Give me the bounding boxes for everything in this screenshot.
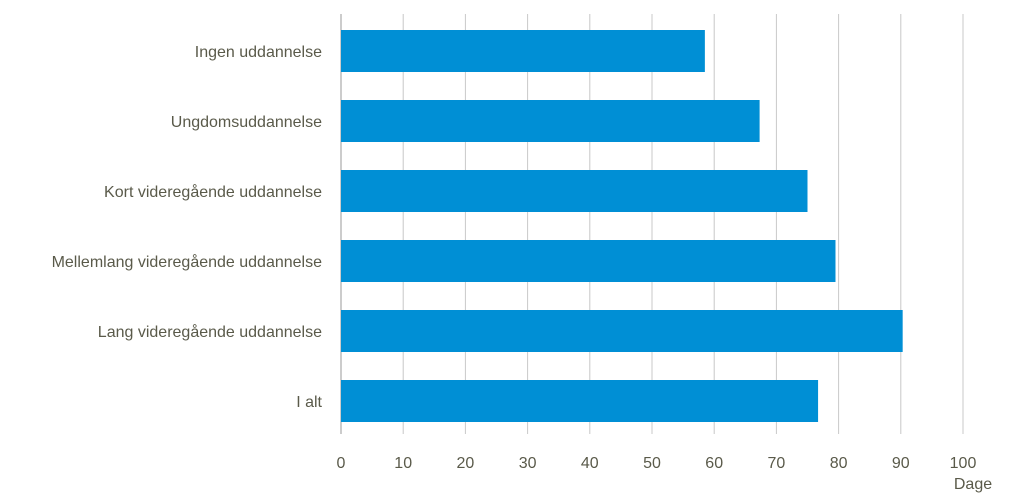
x-tick-label: 80 bbox=[830, 455, 848, 472]
x-tick-labels: 0 10 20 30 40 50 60 70 80 90 100 bbox=[337, 455, 977, 472]
x-tick-label: 30 bbox=[519, 455, 537, 472]
x-tick-label: 10 bbox=[394, 455, 412, 472]
x-axis-unit-label: Dage bbox=[954, 476, 992, 493]
x-tick-label: 50 bbox=[643, 455, 661, 472]
category-label: Kort videregående uddannelse bbox=[104, 183, 322, 201]
bars bbox=[341, 30, 903, 422]
category-labels: Ingen uddannelse Ungdomsuddannelse Kort vi… bbox=[52, 44, 323, 411]
category-label: Ingen uddannelse bbox=[195, 44, 322, 61]
category-label: Lang videregående uddannelse bbox=[98, 323, 322, 341]
category-label: I alt bbox=[296, 394, 322, 411]
x-tick-label: 100 bbox=[950, 455, 977, 472]
x-tick-label: 70 bbox=[768, 455, 786, 472]
bar bbox=[341, 310, 903, 352]
x-tick-label: 20 bbox=[457, 455, 475, 472]
bar bbox=[341, 240, 836, 282]
x-tick-label: 60 bbox=[705, 455, 723, 472]
bar bbox=[341, 100, 760, 142]
x-tick-label: 40 bbox=[581, 455, 599, 472]
bar bbox=[341, 30, 705, 72]
x-tick-label: 0 bbox=[337, 455, 346, 472]
gridlines bbox=[340, 14, 964, 434]
category-label: Ungdomsuddannelse bbox=[171, 114, 322, 131]
bar bbox=[341, 170, 808, 212]
bar bbox=[341, 380, 819, 422]
x-tick-label: 90 bbox=[892, 455, 910, 472]
category-label: Mellemlang videregående uddannelse bbox=[52, 253, 323, 271]
